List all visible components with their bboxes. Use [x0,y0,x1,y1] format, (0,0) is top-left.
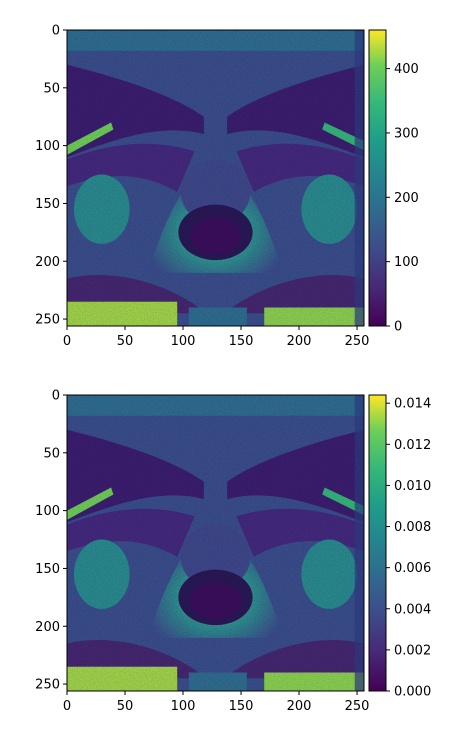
y-tick-label: 50 [43,81,60,96]
colorbar-tick-label: 0.008 [394,520,431,535]
x-tick-label: 250 [345,699,370,714]
x-tick-label: 0 [63,334,71,349]
x-tick-label: 150 [229,334,254,349]
colorbar-tick-label: 0.014 [394,397,431,412]
x-tick-label: 200 [287,699,312,714]
y-tick-label: 0 [52,24,60,39]
heatmap-cells [67,395,364,691]
y-tick-label: 100 [35,139,60,154]
colorbar [368,29,387,327]
colorbar-tick-label: 0.004 [394,602,431,617]
colorbar-tick-label: 100 [394,255,419,270]
x-tick-label: 250 [345,334,370,349]
y-tick-label: 50 [43,446,60,461]
x-tick-label: 100 [171,334,196,349]
x-tick-label: 150 [229,699,254,714]
colorbar-tick-label: 200 [394,191,419,206]
y-tick-label: 250 [35,678,60,693]
heatmap-cells [67,30,364,326]
colorbar-tick-label: 0.010 [394,479,431,494]
x-tick-label: 50 [117,699,134,714]
x-tick-label: 0 [63,699,71,714]
colorbar-tick-label: 400 [394,62,419,77]
y-tick-label: 250 [35,313,60,328]
y-tick-label: 100 [35,504,60,519]
y-tick-label: 150 [35,197,60,212]
y-tick-label: 200 [35,620,60,635]
colorbar-tick-label: 0.006 [394,561,431,576]
y-tick-label: 150 [35,562,60,577]
colorbar-tick-label: 0.012 [394,438,431,453]
heatmap-image [67,30,364,326]
colorbar [368,394,387,692]
colorbar-tick-label: 300 [394,126,419,141]
x-tick-label: 50 [117,334,134,349]
colorbar-tick-label: 0.002 [394,643,431,658]
heatmap-image [67,395,364,691]
axes-frame [66,394,365,692]
axes-frame [66,29,365,327]
y-tick-label: 200 [35,255,60,270]
x-tick-label: 100 [171,699,196,714]
x-tick-label: 200 [287,334,312,349]
y-tick-label: 0 [52,389,60,404]
colorbar-tick-label: 0 [394,320,402,335]
colorbar-tick-label: 0.000 [394,685,431,700]
